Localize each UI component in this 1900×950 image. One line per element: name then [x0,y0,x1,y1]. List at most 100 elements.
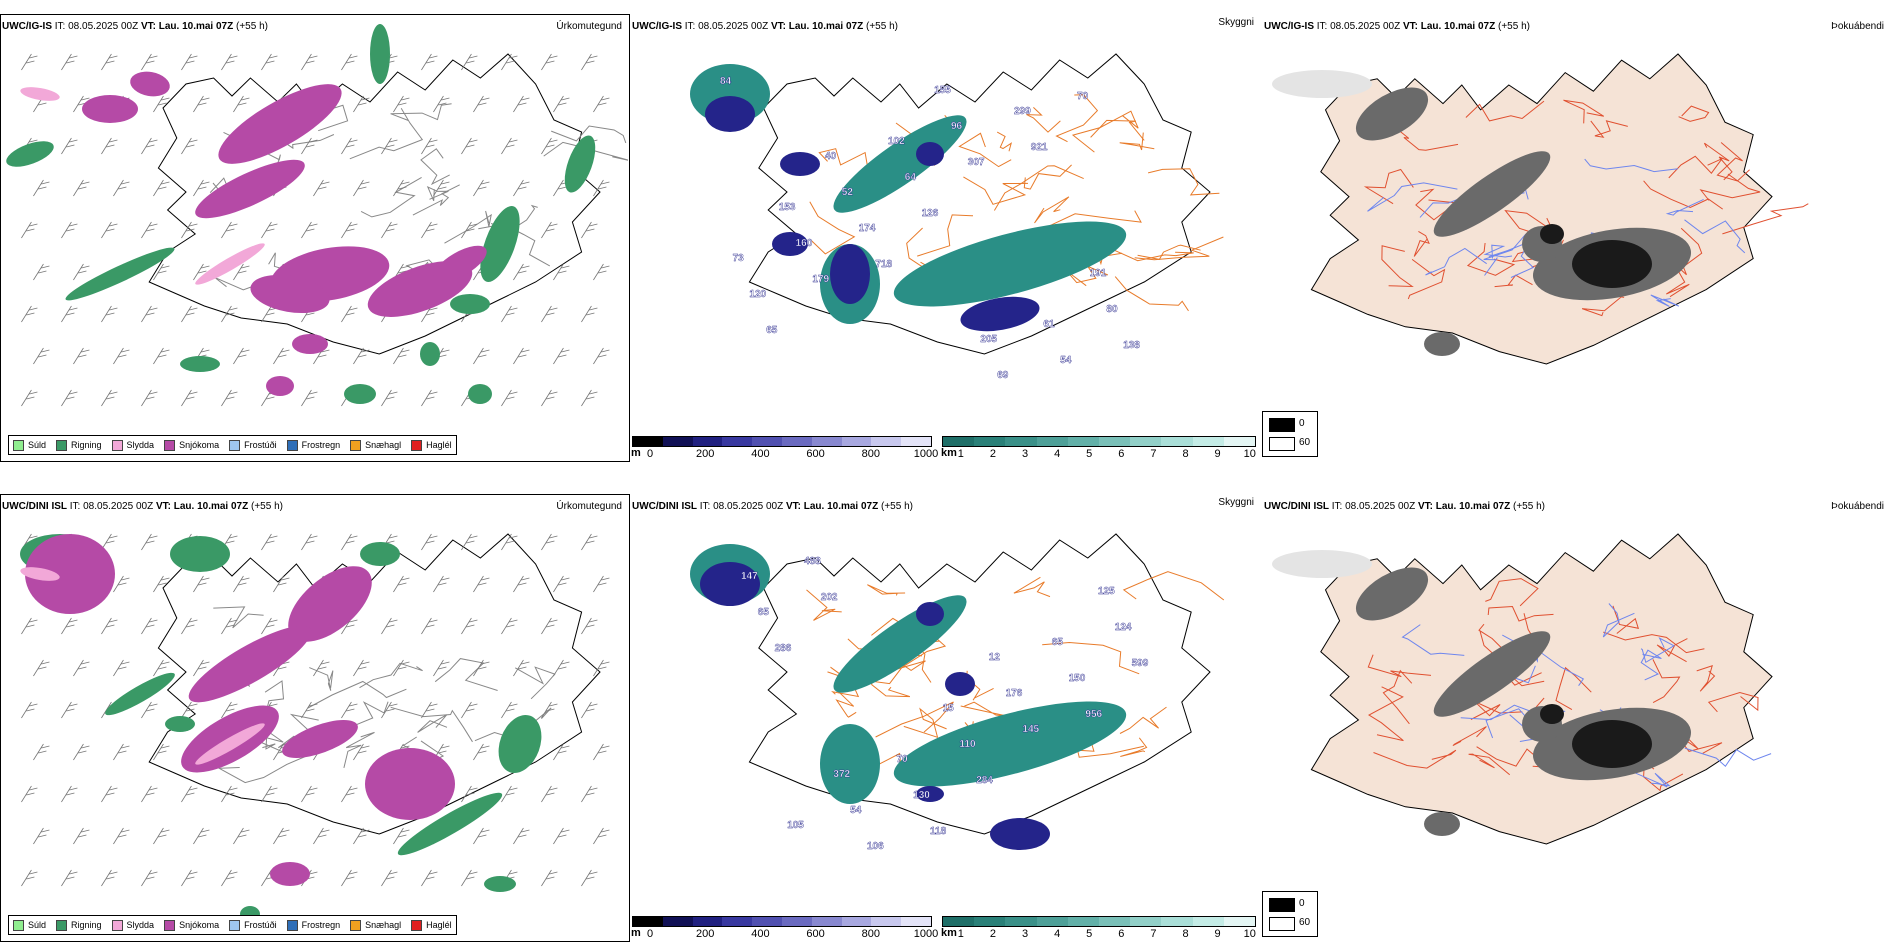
wind-barb [381,617,398,635]
wind-barb [73,263,90,281]
wind-barb [261,533,278,551]
cloudbase-label: 40 [825,151,837,162]
colorbar-segment [1099,917,1131,926]
wind-barb [193,575,210,593]
cloudbase-label: 130 [913,790,930,801]
road-line [1413,230,1430,257]
wind-barb [141,53,158,71]
colorbar-tick-label: 10 [1243,448,1256,460]
legend-label: Snjókoma [179,440,220,450]
cloud-map: 286 118 956 202 284 599 106 145 65 130 150 488 110 12… [690,533,1225,852]
wind-barb [313,827,330,845]
wind-barb [221,785,238,803]
land-area [1310,53,1773,365]
wind-barb [141,389,158,407]
colorbar-ramp [632,916,932,927]
legend-item: Súld [13,919,46,931]
init-time: IT: 08.05.2025 00Z [1314,21,1403,32]
wind-barb [61,305,78,323]
road-line [1696,665,1716,692]
wind-barb [233,263,250,281]
colorbar-tick-label: 4 [1054,448,1061,460]
wind-barb [553,659,570,677]
road-line [875,701,954,738]
road-line [1643,180,1723,210]
sleet-area [195,723,265,765]
wind-barb [473,659,490,677]
wind-barb [353,347,370,365]
cloudbase-label: 956 [1085,709,1102,720]
colorbar-tick-label: 600 [806,928,825,940]
wind-barb [61,869,78,887]
wind-barb [73,659,90,677]
rain-area [397,792,503,856]
cloudbase-label: 70 [896,754,908,765]
road-line [1652,659,1681,704]
visibility-colorbar: km 1 2 3 4 5 6 7 8 9 10 [941,916,1256,940]
wind-barb [513,347,530,365]
cloudbase-label: 54 [1060,355,1072,366]
road-line [420,148,450,186]
wind-barb [433,575,450,593]
wind-barb [421,869,438,887]
legend-label: Haglél [426,920,452,930]
visibility-colorbar: km 1 2 3 4 5 6 7 8 9 10 [941,436,1256,460]
wind-barb [473,347,490,365]
colorbar-tick-label: 1 [957,448,964,460]
road-line [1120,737,1148,757]
road-line [390,706,473,743]
wind-barb [421,221,438,239]
cloudbase-label: 191 [1090,268,1107,279]
road-line [1487,605,1554,622]
legend-label: Frostúði [244,920,277,930]
wind-barb [101,53,118,71]
river-line [1483,233,1527,276]
wind-barb [73,347,90,365]
legend-swatch [13,439,24,451]
river-line [1665,198,1704,216]
valid-time: Lau. 10.mai 07Z [170,501,249,512]
wind-barb [353,659,370,677]
cloudbase-label: 147 [741,571,758,582]
wind-barb [61,701,78,719]
colorbar-segment [1192,437,1224,446]
cloudbase-label: 138 [1123,340,1140,351]
wind-barb [421,701,438,719]
wind-barb [141,869,158,887]
low-cloudbase-area [772,232,808,256]
wind-barb [141,305,158,323]
colorbar-unit: km [941,447,957,459]
precip-legend: Súld Rigning Slydda Snjókoma Frostúði Frostre… [8,915,457,935]
road-line [1612,605,1640,634]
colorbar-tick-label: 8 [1182,928,1189,940]
colorbar-tick-label: 800 [861,448,880,460]
wind-barb [113,575,130,593]
wind-barb [501,137,518,155]
snow-area [433,245,487,283]
cloudbase-label: 96 [951,121,963,132]
fog-area [1424,812,1460,836]
colorbar-segment [722,437,753,446]
wind-barb [113,827,130,845]
colorbar-segment [841,917,872,926]
lead-time: (+55 h) [878,501,913,512]
coastline [748,533,1211,835]
wind-barb [21,701,38,719]
land-area [1310,533,1773,845]
fog-legend: 0 60 [1262,411,1318,457]
wind-barb [473,575,490,593]
wind-barb [221,617,238,635]
legend-item: Frostregn [286,439,340,451]
wind-barb [33,179,50,197]
sleet-area [20,567,60,581]
low-cloudbase-area [916,602,944,626]
rain-area [180,356,220,372]
river-line [1401,624,1465,656]
snow-area [82,95,138,123]
cloudbase-label: 124 [1115,622,1132,633]
colorbar-segment [1005,437,1037,446]
road-line [426,186,449,201]
snow-area [25,534,115,614]
legend-label: Frostregn [301,920,341,930]
cloud-visibility-panel: 286 118 956 202 284 599 106 145 65 130 150 488 110 12… [630,480,1260,950]
